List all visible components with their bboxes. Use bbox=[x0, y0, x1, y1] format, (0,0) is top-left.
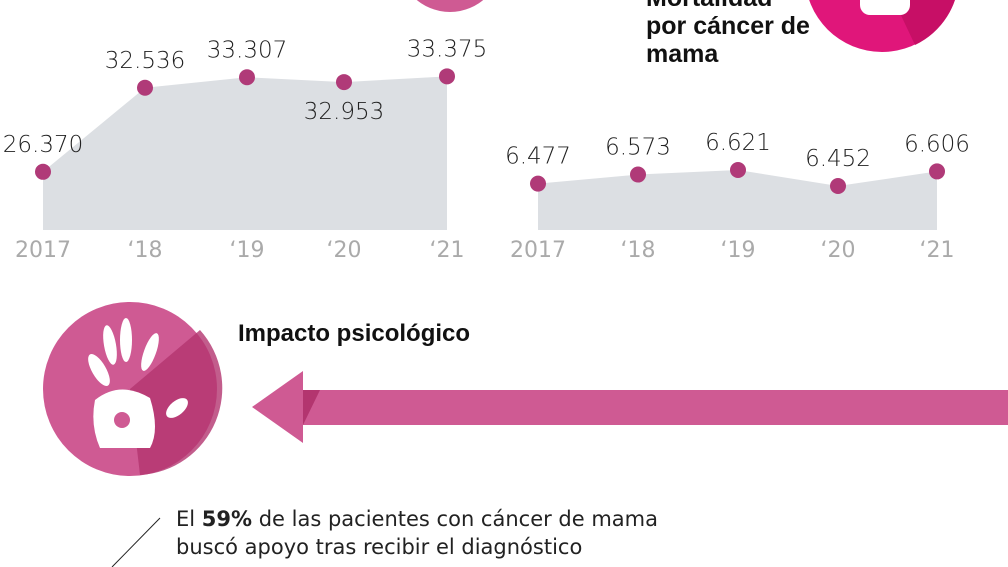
x-tick-label: ‘18 bbox=[128, 238, 163, 263]
data-label: 6.606 bbox=[904, 131, 970, 157]
x-tick-label: ‘21 bbox=[430, 238, 465, 263]
data-point bbox=[730, 162, 746, 178]
stat-text: El 59% de las pacientes con cáncer de ma… bbox=[176, 505, 658, 561]
area-fill bbox=[43, 76, 447, 231]
data-point bbox=[439, 68, 455, 85]
data-label: 32.536 bbox=[105, 48, 185, 74]
pointer-line bbox=[111, 517, 161, 567]
top-icon-circle bbox=[416, 0, 484, 12]
x-tick-label: ‘20 bbox=[821, 238, 856, 263]
x-tick-label: ‘18 bbox=[621, 238, 656, 263]
stat-post: de las pacientes con cáncer de mama bbox=[252, 507, 658, 531]
data-point bbox=[137, 79, 153, 96]
data-label: 26.370 bbox=[3, 132, 83, 158]
chart-1: 26.370 2017 32.536 ‘18 33.307 ‘19 32.953 ‘20 33.… bbox=[3, 36, 487, 263]
data-label: 6.452 bbox=[805, 146, 871, 172]
data-label: 33.307 bbox=[207, 37, 287, 63]
stat-bold: 59% bbox=[201, 507, 253, 531]
x-tick-label: 2017 bbox=[15, 238, 71, 263]
chart-2: 6.477 2017 6.573 ‘18 6.621 ‘19 6.452 ‘20 6.606 ‘2… bbox=[505, 130, 970, 263]
stat-line2: buscó apoyo tras recibir el diagnóstico bbox=[176, 535, 583, 559]
data-point bbox=[336, 74, 352, 91]
arrow-left-icon bbox=[252, 371, 1008, 443]
area-fill bbox=[538, 170, 937, 230]
x-tick-label: 2017 bbox=[510, 238, 566, 263]
data-point bbox=[530, 175, 546, 192]
hand-icon bbox=[43, 302, 223, 476]
breast-icon bbox=[809, 0, 955, 52]
data-point bbox=[239, 69, 255, 86]
stat-pre: El bbox=[176, 507, 202, 531]
data-label: 33.375 bbox=[407, 36, 487, 62]
data-point bbox=[929, 163, 945, 180]
x-tick-label: ‘19 bbox=[230, 238, 265, 263]
data-label: 6.573 bbox=[605, 135, 671, 161]
x-tick-label: ‘20 bbox=[327, 238, 362, 263]
data-label: 6.477 bbox=[505, 144, 571, 170]
data-label: 6.621 bbox=[705, 130, 771, 156]
data-label: 32.953 bbox=[304, 99, 384, 125]
section-title: Impacto psicológico bbox=[238, 320, 471, 347]
data-point bbox=[35, 163, 51, 180]
mortality-title: Mortalidad por cáncer de mama bbox=[646, 0, 810, 68]
x-tick-label: ‘19 bbox=[721, 238, 756, 263]
x-tick-label: ‘21 bbox=[920, 238, 955, 263]
data-point bbox=[830, 177, 846, 194]
data-point bbox=[630, 166, 646, 183]
